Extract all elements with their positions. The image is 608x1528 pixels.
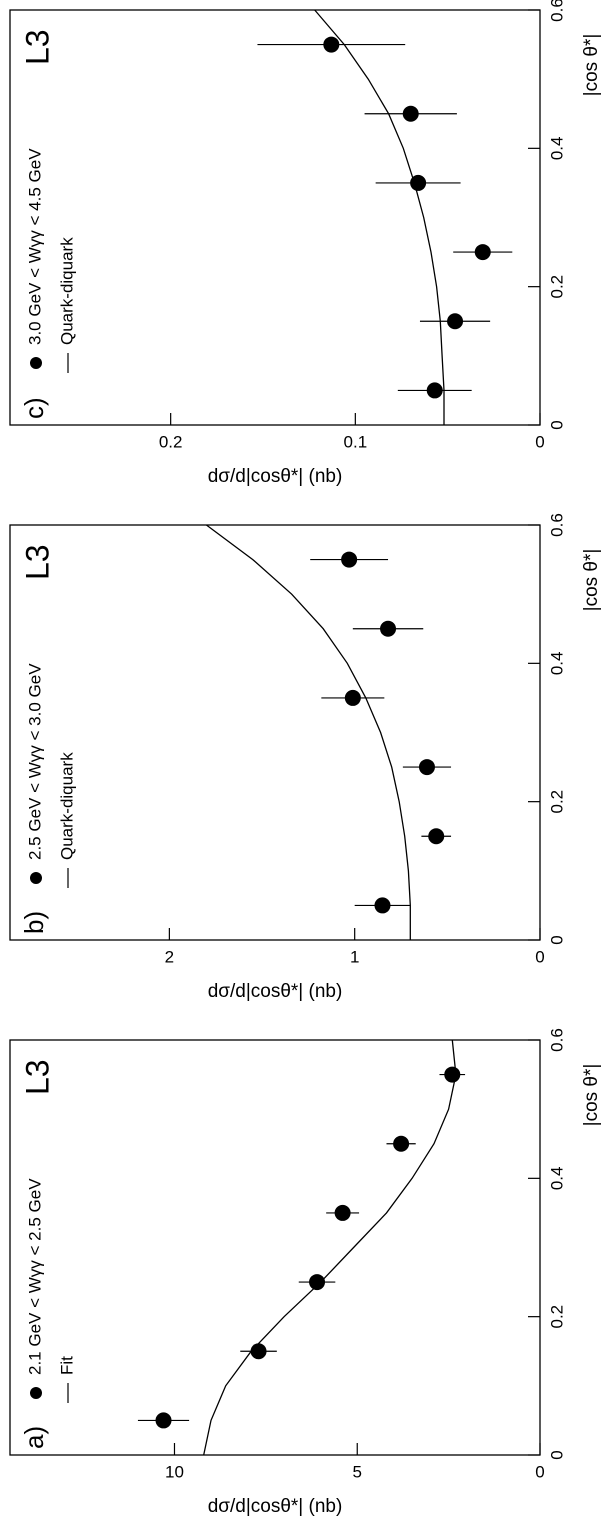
y-tick-label: 0 <box>535 432 544 451</box>
legend-label: Quark-diquark <box>57 237 76 345</box>
panel-label: b) <box>19 911 49 934</box>
legend-label: 2.1 GeV < Wγγ < 2.5 GeV <box>25 1178 44 1375</box>
y-tick-label: 0 <box>535 947 544 966</box>
legend-marker <box>30 1387 42 1399</box>
data-point <box>250 1343 267 1360</box>
y-tick-label: 5 <box>353 1462 362 1481</box>
x-axis-title: |cos θ*| <box>581 34 602 97</box>
x-tick-label: 0.6 <box>547 513 566 537</box>
data-point <box>374 897 391 914</box>
x-tick-label: 0.6 <box>547 1028 566 1052</box>
y-tick-label: 0 <box>535 1462 544 1481</box>
data-point <box>323 36 340 53</box>
x-tick-label: 0 <box>547 935 566 944</box>
data-point <box>474 244 491 261</box>
data-point <box>393 1135 410 1152</box>
y-tick-label: 1 <box>350 947 359 966</box>
x-tick-label: 0.4 <box>547 137 566 161</box>
x-tick-label: 0.4 <box>547 652 566 676</box>
data-point <box>447 313 464 330</box>
data-point <box>418 759 435 776</box>
plot-frame <box>9 524 541 941</box>
logo: L3 <box>19 29 55 65</box>
data-point <box>309 1274 326 1291</box>
data-point <box>402 105 419 122</box>
data-point <box>410 174 427 191</box>
y-axis-title: dσ/d|cosθ*| (nb) <box>208 466 343 487</box>
fit-curve <box>203 1039 457 1456</box>
legend-label: 2.5 GeV < Wγγ < 3.0 GeV <box>25 663 44 860</box>
logo: L3 <box>19 1059 55 1095</box>
data-point <box>341 551 358 568</box>
x-tick-label: 0.2 <box>547 275 566 299</box>
legend-label: Quark-diquark <box>57 752 76 860</box>
x-tick-label: 0.6 <box>547 0 566 22</box>
y-tick-label: 10 <box>165 1462 184 1481</box>
data-point <box>444 1066 461 1083</box>
y-tick-label: 0.2 <box>159 432 183 451</box>
data-point <box>344 689 361 706</box>
y-tick-label: 2 <box>165 947 174 966</box>
y-tick-label: 0.1 <box>344 432 368 451</box>
data-point <box>155 1412 172 1429</box>
panel-label: c) <box>19 397 49 419</box>
x-tick-label: 0.2 <box>547 1305 566 1329</box>
panel: 0 0.2 0.4 0.6 0 5 10 |cos θ*| dσ/d|cosθ*| (nb) a)… <box>9 1028 602 1517</box>
plot-frame <box>9 1039 541 1456</box>
logo: L3 <box>19 544 55 580</box>
x-axis-title: |cos θ*| <box>581 549 602 612</box>
fit-curve <box>314 9 445 425</box>
legend-marker <box>30 872 42 884</box>
data-point <box>428 828 445 845</box>
data-point <box>380 620 397 637</box>
legend-label: 3.0 GeV < Wγγ < 4.5 GeV <box>25 148 44 345</box>
data-point <box>334 1204 351 1221</box>
plot-frame <box>9 9 541 426</box>
y-axis-title: dσ/d|cosθ*| (nb) <box>208 1496 343 1517</box>
x-tick-label: 0.4 <box>547 1167 566 1191</box>
legend-label: Fit <box>57 1356 76 1375</box>
y-axis-title: dσ/d|cosθ*| (nb) <box>208 981 343 1002</box>
data-point <box>426 382 443 399</box>
panel: 0 0.2 0.4 0.6 0 0.1 0.2 |cos θ*| dσ/d|cosθ*| (nb… <box>9 0 602 487</box>
panel-label: a) <box>19 1426 49 1449</box>
panel: 0 0.2 0.4 0.6 0 1 2 |cos θ*| dσ/d|cosθ*| (nb) b) L… <box>9 513 602 1002</box>
x-tick-label: 0.2 <box>547 790 566 814</box>
x-tick-label: 0 <box>547 420 566 429</box>
legend-marker <box>30 357 42 369</box>
x-axis-title: |cos θ*| <box>581 1064 602 1127</box>
x-tick-label: 0 <box>547 1450 566 1459</box>
fit-curve <box>206 524 411 940</box>
